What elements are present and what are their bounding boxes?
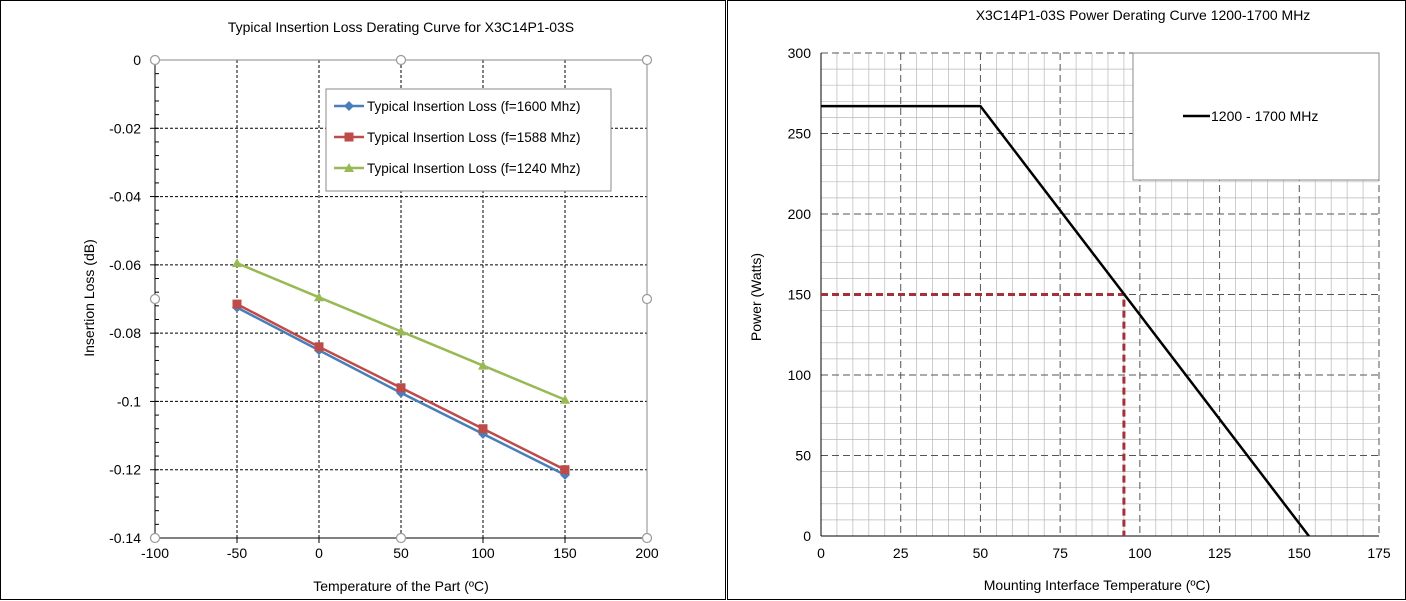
diamond-marker [344, 101, 354, 111]
chart-title: Typical Insertion Loss Derating Curve fo… [228, 19, 574, 35]
triangle-marker [560, 394, 570, 404]
x-tick-label: 150 [553, 545, 577, 561]
x-tick-label: 0 [315, 545, 323, 561]
y-axis-label: Insertion Loss (dB) [81, 239, 97, 357]
selection-handle [395, 532, 407, 544]
y-tick-label: -0.06 [109, 257, 141, 273]
series-group [821, 104, 1310, 537]
triangle-marker [232, 258, 242, 268]
legend: Typical Insertion Loss (f=1600 Mhz) Typic… [325, 88, 612, 192]
selection-handle [641, 54, 653, 66]
x-tick-label: 0 [817, 545, 825, 561]
square-marker [344, 132, 354, 142]
legend-label: Typical Insertion Loss (f=1600 Mhz) [367, 99, 580, 114]
x-tick-label: 100 [1128, 545, 1152, 561]
y-axis-label: Power (Watts) [748, 253, 764, 341]
y-tick-label: 300 [788, 45, 812, 61]
power-derating-chart-panel: X3C14P1-03S Power Derating Curve 1200-17… [727, 0, 1406, 600]
selection-handle [641, 293, 653, 305]
square-marker [314, 342, 324, 352]
legend-box [325, 88, 612, 192]
selection-handle [149, 293, 161, 305]
x-tick-label: 175 [1367, 545, 1391, 561]
selection-handle [395, 54, 407, 66]
legend-label: Typical Insertion Loss (f=1588 Mhz) [367, 130, 580, 145]
insertion-loss-chart-panel: Typical Insertion Loss Derating Curve fo… [0, 0, 726, 600]
y-tick-label: 200 [788, 206, 812, 222]
triangle-marker [314, 292, 324, 302]
legend-label: 1200 - 1700 MHz [1211, 108, 1318, 124]
x-tick-label: 150 [1288, 545, 1312, 561]
selection-handles [149, 54, 653, 544]
chart-title: X3C14P1-03S Power Derating Curve 1200-17… [976, 7, 1311, 23]
tick-labels: -100 -50 0 50 100 150 200 0 -0.02 -0.04 -0.06 -0.08… [109, 52, 659, 561]
x-axis-label: Temperature of the Part (ºC) [313, 578, 489, 594]
square-marker [396, 383, 406, 393]
triangle-marker [344, 163, 354, 172]
y-tick-label: 0 [803, 528, 811, 544]
y-tick-label: 50 [795, 448, 811, 464]
x-axis-label: Mounting Interface Temperature (ºC) [984, 577, 1211, 593]
x-tick-label: -100 [141, 545, 169, 561]
power-derating-chart: X3C14P1-03S Power Derating Curve 1200-17… [748, 7, 1391, 593]
legend-box [1132, 52, 1380, 181]
y-tick-label: -0.1 [117, 393, 141, 409]
square-marker [478, 424, 488, 434]
x-tick-label: 50 [393, 545, 409, 561]
y-tick-label: -0.08 [109, 325, 141, 341]
y-tick-label: -0.12 [109, 462, 141, 478]
x-tick-label: 50 [973, 545, 989, 561]
x-tick-label: 25 [893, 545, 909, 561]
tick-labels: 0 25 50 75 100 125 150 175 0 50 100 150 200 250 300 [788, 45, 1391, 561]
x-tick-label: 200 [635, 545, 659, 561]
selection-handle [149, 54, 161, 66]
x-tick-label: 75 [1052, 545, 1068, 561]
legend: 1200 - 1700 MHz [1132, 52, 1380, 181]
y-tick-label: -0.04 [109, 189, 141, 205]
square-marker [232, 299, 242, 309]
legend-label: Typical Insertion Loss (f=1240 Mhz) [367, 161, 580, 176]
y-tick-label: 0 [133, 52, 141, 68]
reference-dashed-line [821, 293, 1126, 536]
y-tick-label: 150 [788, 287, 812, 303]
triangle-marker [396, 326, 406, 336]
insertion-loss-chart: Typical Insertion Loss Derating Curve fo… [81, 19, 659, 594]
x-tick-label: -50 [227, 545, 247, 561]
y-tick-label: 250 [788, 126, 812, 142]
x-tick-label: 100 [471, 545, 495, 561]
y-tick-label: 100 [788, 367, 812, 383]
square-marker [560, 465, 570, 475]
triangle-marker [478, 360, 488, 370]
y-tick-label: -0.14 [109, 530, 141, 546]
y-tick-label: -0.02 [109, 120, 141, 136]
x-tick-label: 125 [1208, 545, 1232, 561]
series-group [232, 258, 570, 480]
selection-handle [641, 532, 653, 544]
series-line [821, 104, 1310, 537]
selection-handle [149, 532, 161, 544]
